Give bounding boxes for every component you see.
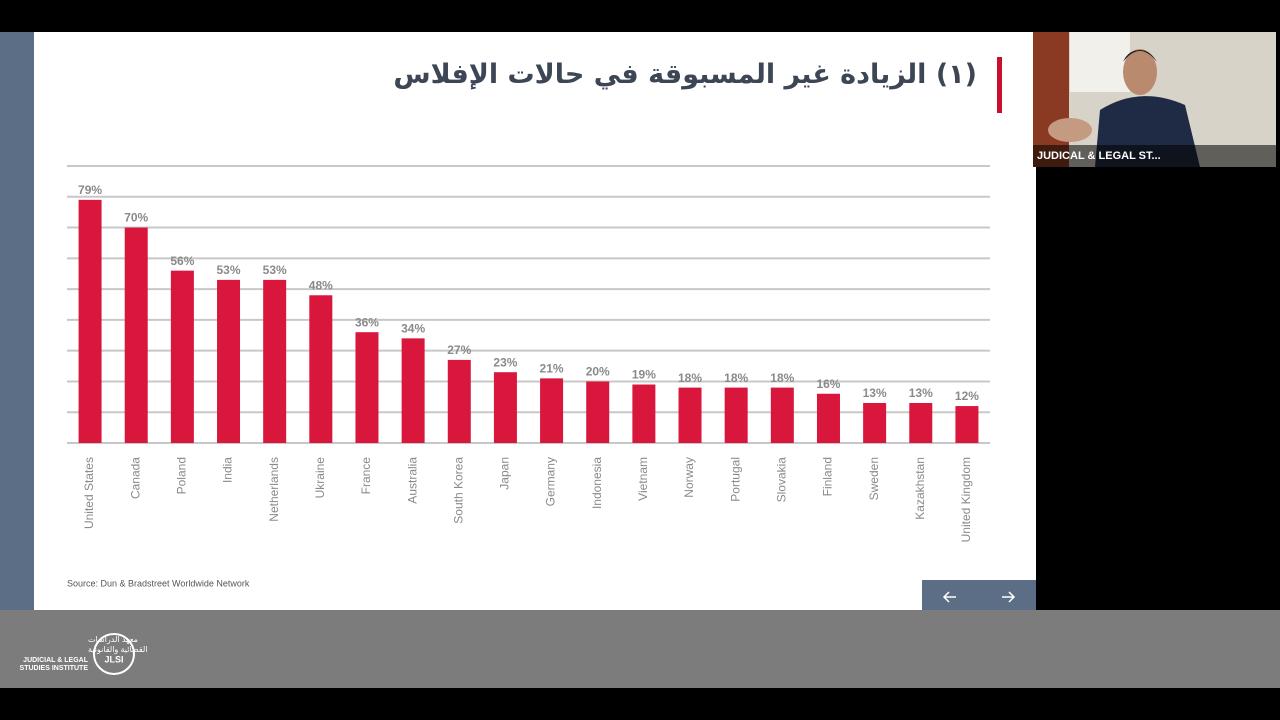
bar	[170, 270, 194, 443]
logo-emblem	[93, 633, 135, 675]
x-tick-label: Indonesia	[590, 457, 604, 509]
bar	[309, 295, 333, 443]
bar	[632, 384, 656, 443]
bar	[909, 402, 933, 443]
x-tick-label: Slovakia	[774, 457, 788, 503]
name-label-bg	[1033, 145, 1276, 167]
slide-navigation	[922, 580, 1036, 610]
footer-logo: معهد الدراسات القضائية والقانونية JUDICI…	[20, 633, 148, 675]
x-tick-label: United States	[82, 457, 96, 529]
x-tick-label: Canada	[128, 457, 142, 499]
next-button[interactable]	[1002, 591, 1016, 603]
data-label: 18%	[678, 371, 702, 385]
slide	[34, 32, 1036, 610]
bar	[863, 402, 887, 443]
data-label: 13%	[863, 386, 887, 400]
data-label: 20%	[586, 365, 610, 379]
x-tick-label: Poland	[175, 457, 189, 494]
bar	[78, 199, 102, 443]
data-label: 36%	[355, 315, 379, 329]
x-tick-label: Germany	[544, 457, 558, 506]
bar	[493, 372, 517, 443]
logo-mark: JLSI	[104, 654, 123, 664]
data-label: 53%	[217, 263, 241, 277]
data-label: 21%	[540, 362, 564, 376]
bar	[816, 393, 840, 443]
logo-english: JUDICIAL & LEGAL	[23, 657, 89, 664]
data-label: 56%	[170, 254, 194, 268]
prev-button[interactable]	[942, 591, 956, 603]
x-tick-label: Norway	[682, 457, 696, 498]
video-wall	[1033, 32, 1069, 167]
footer	[0, 610, 1280, 688]
data-label: 48%	[309, 278, 333, 292]
x-tick-label: Vietnam	[636, 457, 650, 501]
data-label: 27%	[447, 343, 471, 357]
title-accent	[997, 57, 1002, 113]
data-label: 34%	[401, 322, 425, 336]
logo-arabic: القضائية والقانونية	[88, 645, 148, 654]
source-note: Source: Dun & Bradstreet Worldwide Netwo…	[67, 578, 250, 588]
x-tick-label: Sweden	[867, 457, 881, 500]
bar	[586, 381, 610, 443]
data-label: 19%	[632, 368, 656, 382]
bar	[263, 279, 287, 443]
slide-side-stripe	[0, 32, 34, 610]
x-tick-label: United Kingdom	[959, 457, 973, 542]
data-label: 53%	[263, 263, 287, 277]
x-tick-label: Kazakhstan	[913, 457, 927, 520]
speaker-head	[1123, 49, 1157, 95]
participant-name: JUDICAL & LEGAL ST...	[1037, 150, 1161, 162]
bar	[217, 279, 241, 443]
bar	[401, 338, 425, 443]
data-label: 70%	[124, 211, 148, 225]
bar	[955, 406, 979, 443]
slide-title: (١) الزيادة غير المسبوقة في حالات الإفلا…	[393, 59, 977, 90]
x-tick-label: Portugal	[728, 457, 742, 502]
bar	[678, 387, 702, 443]
data-label: 79%	[78, 183, 102, 197]
video-banner	[1070, 32, 1130, 92]
data-label: 23%	[493, 355, 517, 369]
x-tick-label: Netherlands	[267, 457, 281, 522]
speaker-hand	[1048, 118, 1092, 142]
x-tick-label: India	[221, 457, 235, 483]
bar	[447, 359, 471, 443]
chart: 79% United States 70% Canada 56% Poland 53% Ind…	[67, 165, 990, 542]
bar	[355, 332, 379, 443]
x-tick-label: Japan	[498, 457, 512, 490]
nav-bar	[922, 580, 1036, 610]
x-tick-label: France	[359, 457, 373, 495]
bar	[540, 378, 564, 443]
x-tick-label: Finland	[821, 457, 835, 496]
bar	[124, 227, 148, 443]
video-tile: JUDICAL & LEGAL ST...	[1033, 32, 1276, 167]
bar	[770, 387, 794, 443]
bar	[724, 387, 748, 443]
logo-english: STUDIES INSTITUTE	[20, 665, 89, 672]
x-tick-label: Ukraine	[313, 457, 327, 499]
data-label: 18%	[724, 371, 748, 385]
data-label: 13%	[909, 386, 933, 400]
data-label: 12%	[955, 389, 979, 403]
x-tick-label: South Korea	[451, 457, 465, 524]
data-label: 16%	[816, 377, 840, 391]
data-label: 18%	[770, 371, 794, 385]
speaker-hair	[1123, 50, 1157, 62]
x-tick-label: Australia	[405, 457, 419, 504]
logo-arabic: معهد الدراسات	[88, 635, 138, 644]
